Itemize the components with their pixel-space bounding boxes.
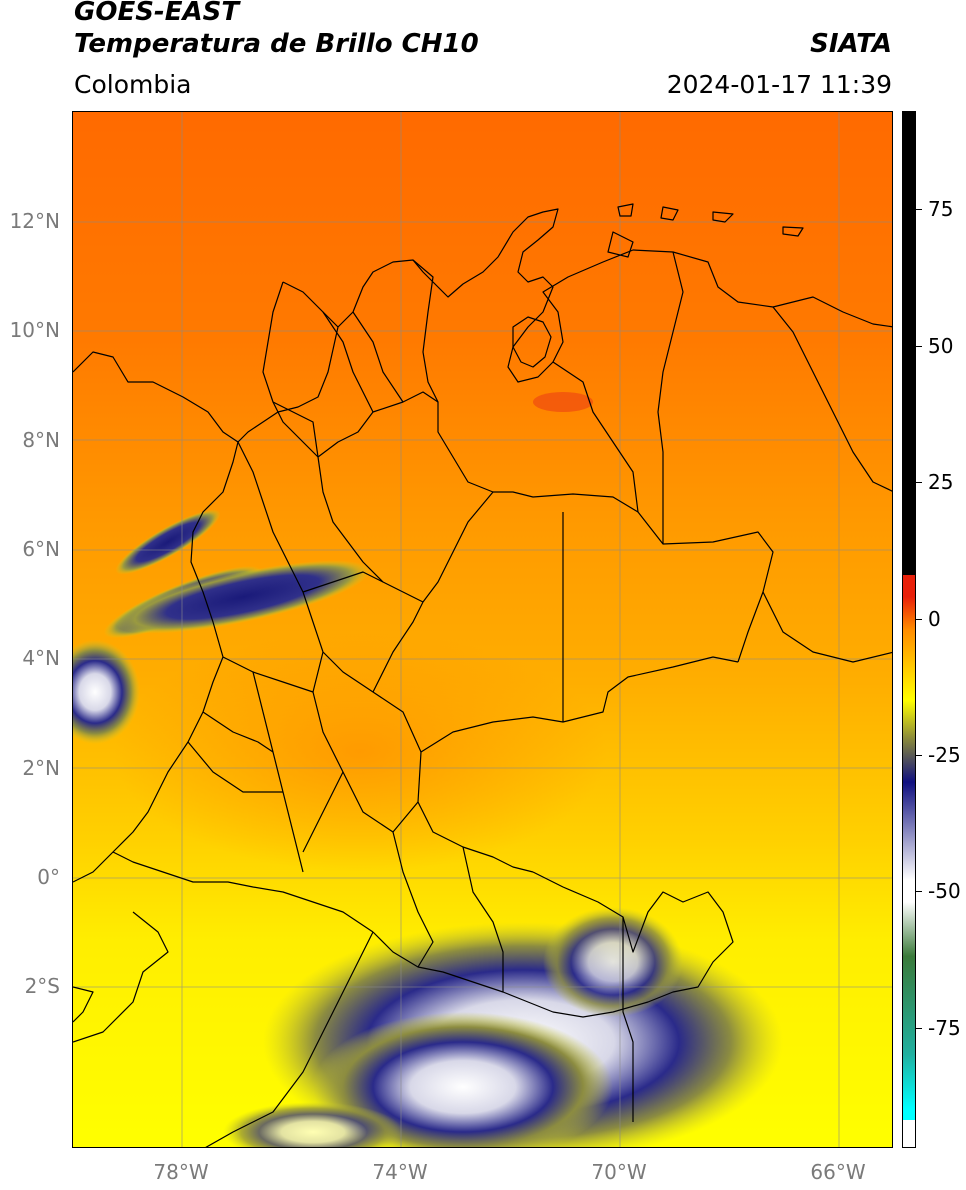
colorbar-tick <box>916 346 922 347</box>
cloud-band-pacific <box>115 560 371 634</box>
cloud-cluster-sw <box>223 1102 403 1147</box>
colorbar-tick-label: 25 <box>928 470 954 494</box>
lat-label: 10°N <box>9 318 60 342</box>
product-title: Temperatura de Brillo CH10 <box>74 29 479 59</box>
lat-label: 6°N <box>22 537 60 561</box>
colorbar-tick-label: 0 <box>928 607 941 631</box>
cloud-cell-west <box>73 640 140 744</box>
lat-label: 0° <box>37 865 60 889</box>
region-label: Colombia <box>74 70 192 99</box>
lat-label: 12°N <box>9 209 60 233</box>
brightness-temperature-map <box>73 112 892 1147</box>
colorbar-tick-label: 75 <box>928 197 954 221</box>
satellite-title: GOES-EAST <box>74 0 240 27</box>
lon-label: 70°W <box>591 1160 647 1184</box>
hot-spot-venezuela <box>533 392 593 412</box>
colorbar-tick-label: -75 <box>928 1016 961 1040</box>
cloud-cluster-south <box>313 1012 613 1147</box>
colorbar-tick <box>916 619 922 620</box>
colorbar-tick-label: 50 <box>928 334 954 358</box>
map-panel[interactable] <box>72 111 893 1148</box>
lat-label: 2°S <box>24 974 60 998</box>
lat-label: 8°N <box>22 428 60 452</box>
lat-label: 2°N <box>22 756 60 780</box>
lon-label: 66°W <box>810 1160 866 1184</box>
warm-region <box>73 512 892 912</box>
coastlines-and-borders <box>73 203 892 1147</box>
source-label: SIATA <box>810 29 892 59</box>
colorbar-tick <box>916 755 922 756</box>
colorbar-tick <box>916 891 922 892</box>
lat-label: 4°N <box>22 646 60 670</box>
cloud-band-choco <box>115 509 221 575</box>
colorbar-tick-label: -50 <box>928 879 961 903</box>
cloud-cluster-east <box>543 907 683 1017</box>
colorbar-tick-label: -25 <box>928 743 961 767</box>
lon-label: 74°W <box>372 1160 428 1184</box>
map-graticule <box>73 112 892 1147</box>
datetime-label: 2024-01-17 11:39 <box>666 70 892 99</box>
colorbar-tick <box>916 209 922 210</box>
lon-label: 78°W <box>153 1160 209 1184</box>
colorbar-tick <box>916 482 922 483</box>
colorbar-tick <box>916 1028 922 1029</box>
colorbar <box>902 111 916 1148</box>
